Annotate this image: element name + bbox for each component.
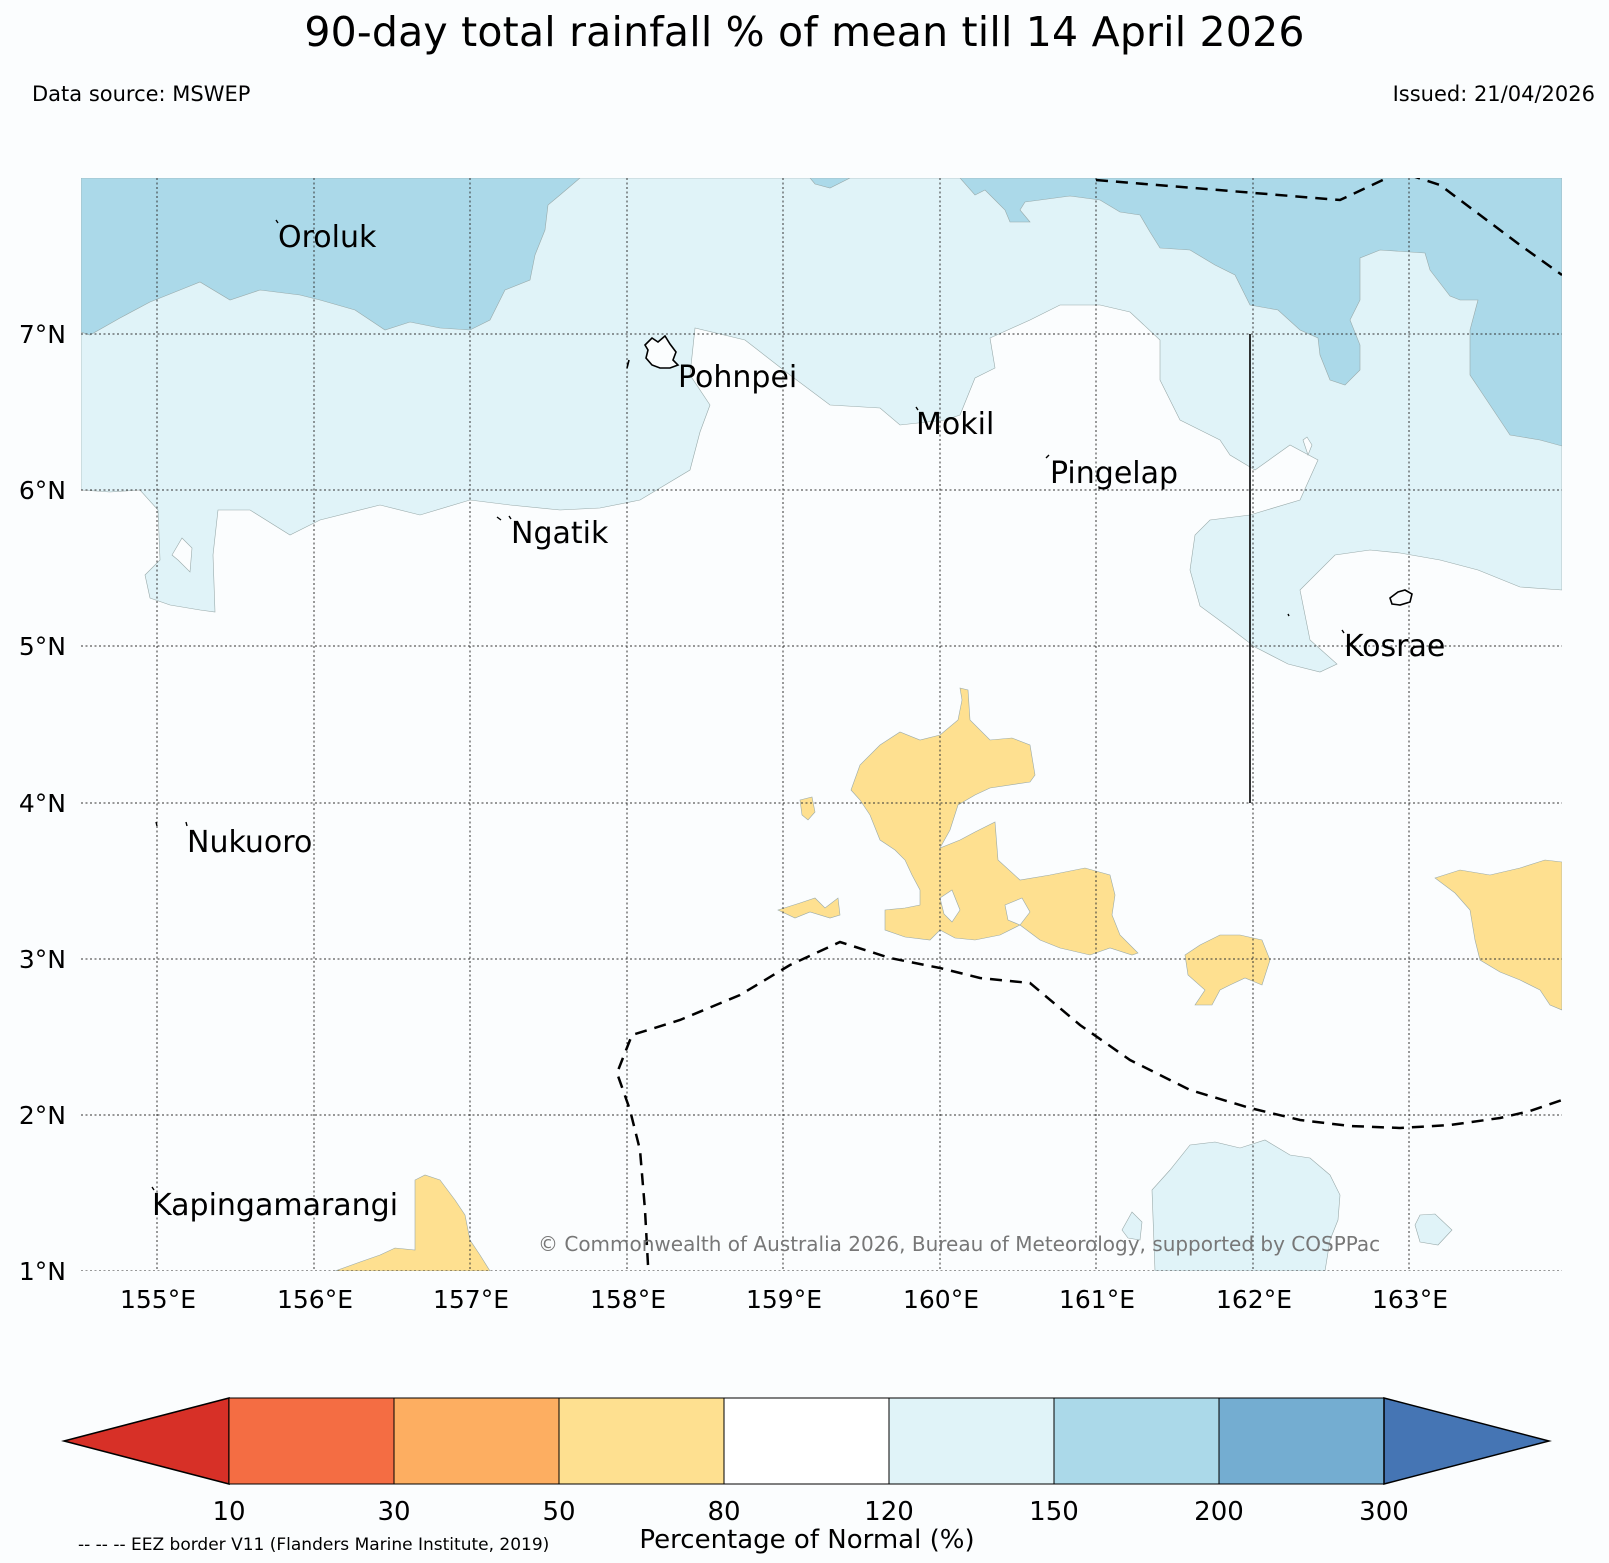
colorbar-tick-label: 120 — [864, 1497, 914, 1527]
colorbar-extend-low — [61, 1397, 230, 1485]
rainfall-zone-80-120-hole — [1004, 897, 1031, 926]
rainfall-zone-120-150-south — [1151, 1139, 1341, 1271]
colorbar-extend-high — [1383, 1397, 1552, 1485]
lat-tick-label: 4°N — [19, 789, 66, 818]
lon-tick-label: 161°E — [1059, 1285, 1135, 1314]
map-title: 90-day total rainfall % of mean till 14 … — [304, 8, 1305, 56]
rainfall-zone-80-120-hole — [1302, 436, 1313, 456]
lon-tick-label: 157°E — [433, 1285, 509, 1314]
rainfall-zone-120-150-south — [1414, 1213, 1453, 1246]
data-source-label: Data source: MSWEP — [32, 82, 251, 106]
lat-tick-label: 1°N — [19, 1257, 66, 1286]
boundary-line — [626, 359, 630, 369]
rainfall-zone-50-80-southwest — [334, 1174, 491, 1271]
colorbar-segment-150-200 — [1053, 1397, 1220, 1485]
colorbar-title: Percentage of Normal (%) — [639, 1525, 974, 1555]
place-label-kosrae: Kosrae — [1344, 629, 1445, 664]
place-label-pingelap: Pingelap — [1050, 456, 1178, 491]
lat-tick-label: 2°N — [19, 1101, 66, 1130]
place-label-nukuoro: Nukuoro — [187, 825, 312, 860]
map-plot-area: Oroluk Pohnpei Mokil Pingelap Ngatik Kos… — [81, 178, 1562, 1271]
lon-tick-label: 159°E — [746, 1285, 822, 1314]
lon-tick-label: 156°E — [277, 1285, 353, 1314]
rainfall-zone-50-80-far-east — [1434, 859, 1562, 1011]
colorbar: 10 30 50 80 120 150 200 300 Percentage o… — [61, 1397, 1552, 1555]
rainfall-zone-50-80-east — [1184, 934, 1271, 1006]
place-labels: Oroluk Pohnpei Mokil Pingelap Ngatik Kos… — [152, 220, 1445, 1223]
colorbar-tick-label: 80 — [707, 1497, 740, 1527]
lon-tick-label: 155°E — [120, 1285, 196, 1314]
rainfall-zone-80-120-hole — [939, 889, 961, 923]
copyright-notice: © Commonwealth of Australia 2026, Bureau… — [538, 1232, 1380, 1256]
colorbar-tick-label: 50 — [542, 1497, 575, 1527]
eez-border — [615, 178, 1562, 1266]
colorbar-segment-50-80 — [558, 1397, 725, 1485]
latitude-axis: 7°N 6°N 5°N 4°N 3°N 2°N 1°N — [19, 320, 66, 1286]
pohnpei-island — [643, 334, 680, 369]
colorbar-tick-label: 10 — [212, 1497, 245, 1527]
lon-tick-label: 160°E — [903, 1285, 979, 1314]
colorbar-segment-80-120 — [723, 1397, 890, 1485]
colorbar-tick-label: 30 — [377, 1497, 410, 1527]
rainfall-zone-150-200-northeast — [809, 178, 1562, 447]
kosrae-island — [1389, 589, 1413, 606]
lat-tick-label: 5°N — [19, 632, 66, 661]
graticule — [81, 178, 1562, 1271]
issued-date-label: Issued: 21/04/2026 — [1392, 82, 1595, 106]
rainfall-zone-80-120-hole — [171, 537, 193, 573]
longitude-axis: 155°E 156°E 157°E 158°E 159°E 160°E 161°… — [120, 1285, 1448, 1314]
lat-tick-label: 6°N — [19, 476, 66, 505]
rainfall-zone-50-80-small — [777, 897, 841, 919]
atoll-markers — [151, 219, 1345, 1191]
place-label-kapingamarangi: Kapingamarangi — [152, 1188, 398, 1223]
rainfall-zone-150-200-northwest — [81, 178, 581, 336]
colorbar-segment-200-300 — [1218, 1397, 1385, 1485]
colorbar-segment-120-150 — [888, 1397, 1055, 1485]
lat-tick-label: 7°N — [19, 320, 66, 349]
colorbar-segment-10-30 — [228, 1397, 395, 1485]
lon-tick-label: 158°E — [590, 1285, 666, 1314]
eez-border-note: -- -- -- EEZ border V11 (Flanders Marine… — [78, 1535, 549, 1555]
colorbar-tick-label: 300 — [1359, 1497, 1409, 1527]
lon-tick-label: 162°E — [1216, 1285, 1292, 1314]
lat-tick-label: 3°N — [19, 945, 66, 974]
lon-tick-label: 163°E — [1372, 1285, 1448, 1314]
colorbar-tick-label: 200 — [1194, 1497, 1244, 1527]
place-label-pohnpei: Pohnpei — [678, 360, 797, 395]
rainfall-zone-120-150-south — [1121, 1211, 1143, 1241]
rainfall-zone-50-80-central — [850, 687, 1139, 956]
colorbar-tick-label: 150 — [1029, 1497, 1079, 1527]
place-label-ngatik: Ngatik — [511, 516, 609, 551]
place-label-mokil: Mokil — [916, 407, 994, 442]
place-label-oroluk: Oroluk — [278, 220, 377, 255]
colorbar-segment-30-50 — [393, 1397, 560, 1485]
colorbar-ticks: 10 30 50 80 120 150 200 300 — [212, 1497, 1408, 1527]
